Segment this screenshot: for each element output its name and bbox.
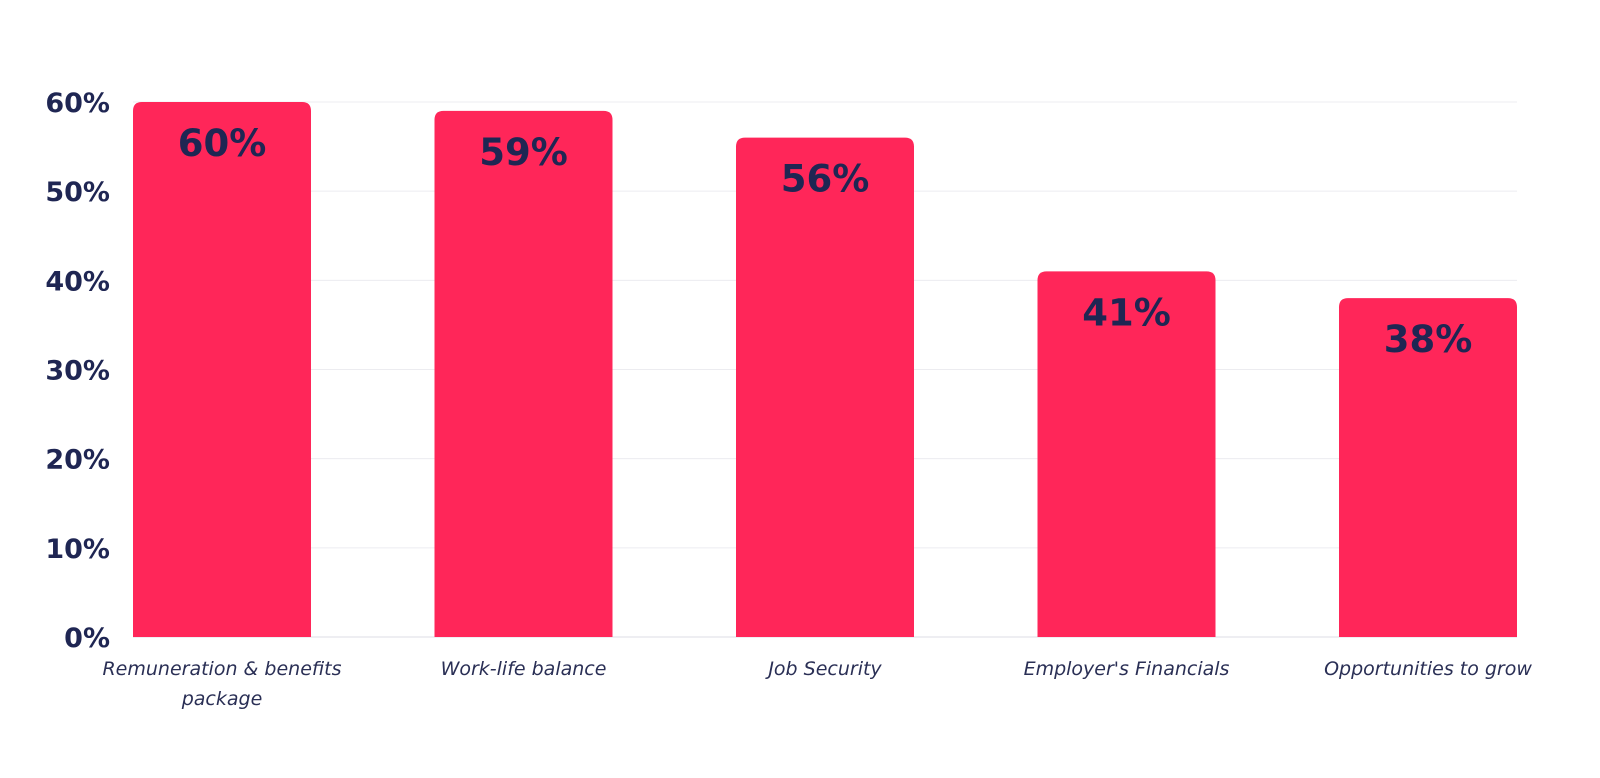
bar (1037, 271, 1216, 637)
x-tick-label: Work-life balance (441, 658, 607, 680)
bar (1339, 298, 1517, 637)
x-tick-label-line: Opportunities to grow (1324, 658, 1532, 680)
y-tick-label: 50% (45, 177, 110, 208)
bar-value-label: 60% (178, 122, 267, 165)
x-tick-label-line: Work-life balance (441, 658, 607, 680)
bar-value-label: 38% (1384, 318, 1473, 361)
x-tick-label-line: Remuneration & benefits (102, 658, 341, 680)
bar (736, 137, 914, 637)
bar-value-label: 59% (479, 131, 568, 174)
x-tick-label-line: package (181, 688, 263, 710)
x-tick-label: Opportunities to grow (1324, 658, 1532, 680)
bar-value-label: 41% (1082, 291, 1171, 334)
y-tick-label: 10% (45, 534, 110, 565)
bars (133, 102, 1517, 637)
y-tick-label: 40% (45, 266, 110, 297)
bar-value-label: 56% (781, 158, 870, 201)
bar (133, 102, 311, 637)
data-labels: 60% 59% 56% 41% 38% (178, 122, 1473, 361)
y-tick-label: 30% (45, 356, 110, 387)
x-axis-ticks: Remuneration & benefits package Work-life … (102, 658, 1532, 710)
x-tick-label: Remuneration & benefits package (102, 658, 341, 710)
y-tick-label: 0% (64, 623, 110, 654)
x-tick-label-line: Job Security (764, 658, 882, 680)
bar (434, 110, 613, 637)
x-tick-label: Employer's Financials (1024, 658, 1230, 680)
y-axis-ticks: 0% 10% 20% 30% 40% 50% 60% (45, 88, 110, 654)
x-tick-label: Job Security (764, 658, 882, 680)
x-tick-label-line: Employer's Financials (1024, 658, 1230, 680)
y-tick-label: 20% (45, 445, 110, 476)
y-tick-label: 60% (45, 88, 110, 119)
